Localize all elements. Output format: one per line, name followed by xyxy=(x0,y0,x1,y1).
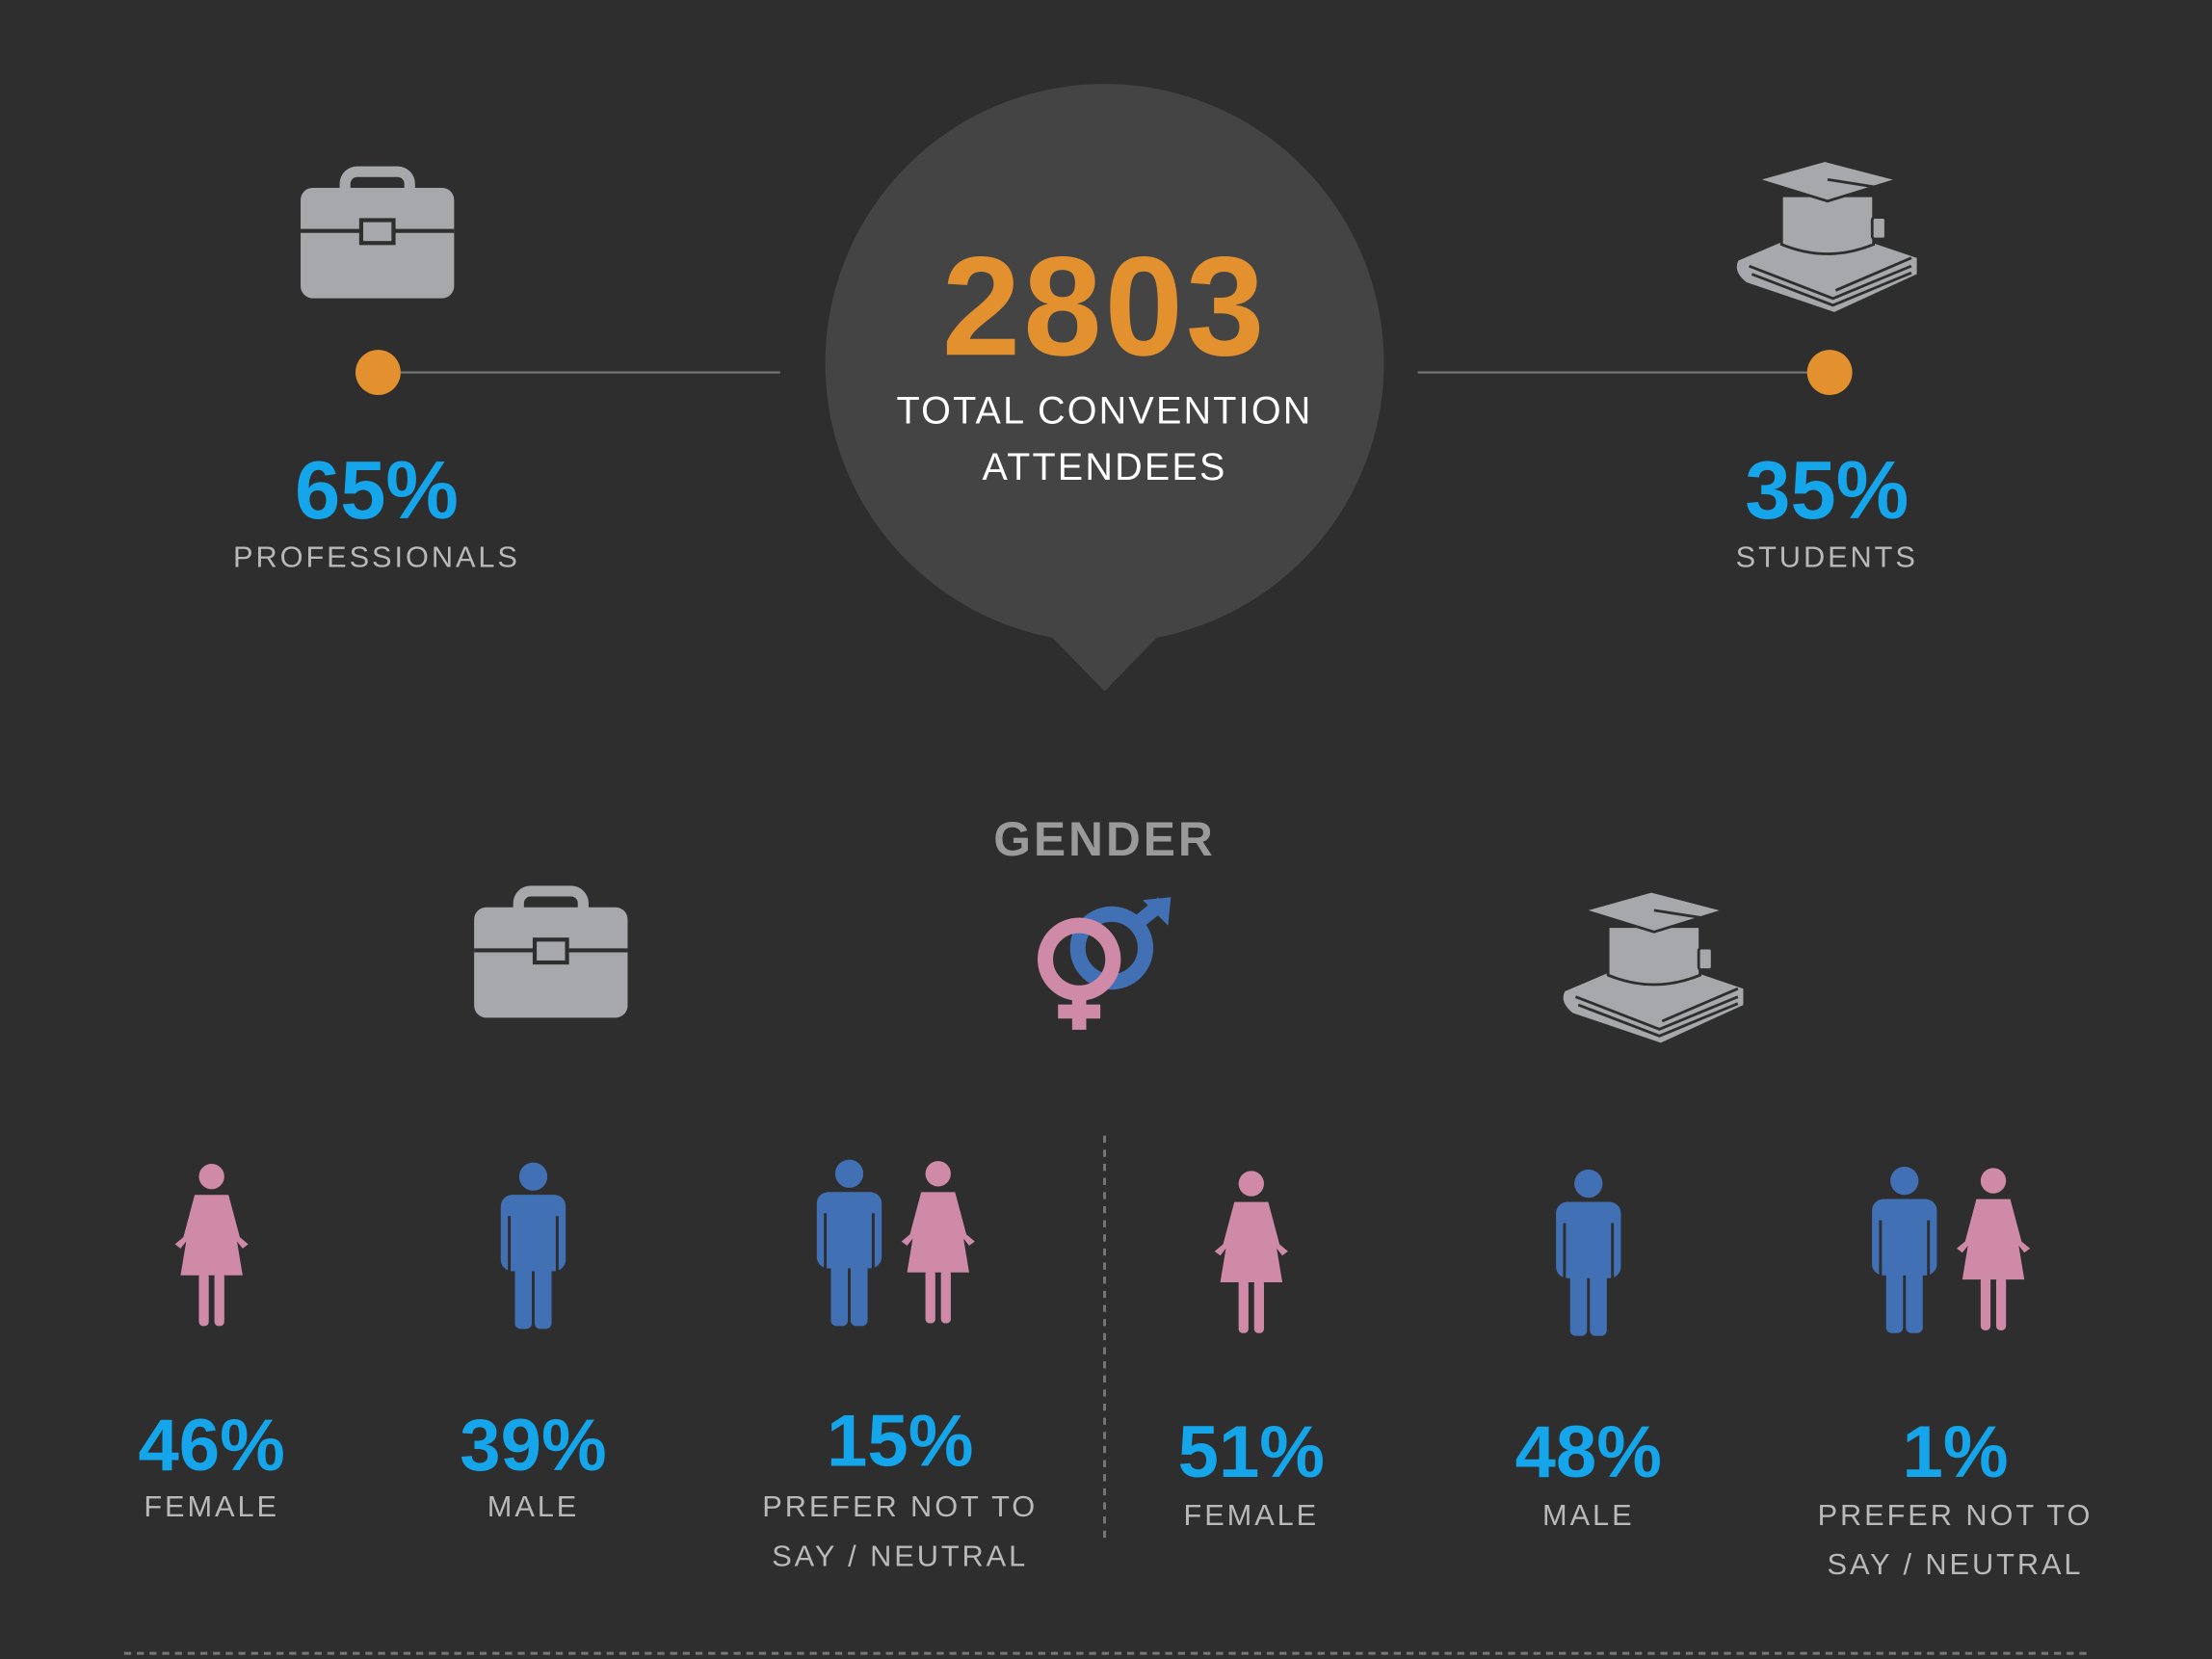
dot xyxy=(1806,350,1853,396)
male-figure xyxy=(1870,1165,1938,1335)
label: PREFER NOT TO SAY / NEUTRAL xyxy=(1817,1499,2094,1582)
bubble xyxy=(825,84,1384,692)
total-label: TOTAL CONVENTION ATTENDEES xyxy=(896,389,1313,488)
total-value: 2803 xyxy=(941,227,1268,386)
percent: 46% xyxy=(138,1405,285,1488)
section-title: GENDER xyxy=(993,813,1216,867)
female-figure xyxy=(1214,1171,1288,1333)
briefcase-icon xyxy=(474,891,627,1017)
briefcase-icon xyxy=(301,171,454,298)
male-figure xyxy=(1554,1168,1622,1338)
percent: 1% xyxy=(1902,1411,2009,1494)
percent: 48% xyxy=(1514,1411,1662,1494)
label: MALE xyxy=(487,1490,580,1524)
percent: 65% xyxy=(294,444,459,538)
gender-icon xyxy=(1037,897,1172,1030)
dot xyxy=(355,350,401,396)
female-figure xyxy=(174,1164,249,1327)
percent: 15% xyxy=(827,1401,974,1483)
label: PROFESSIONALS xyxy=(233,541,520,574)
percent: 39% xyxy=(460,1405,607,1488)
percent: 35% xyxy=(1745,444,1909,538)
label: MALE xyxy=(1542,1499,1635,1533)
female-figure xyxy=(901,1161,975,1324)
female-figure xyxy=(1956,1168,2031,1330)
male-figure xyxy=(499,1161,567,1330)
percent: 51% xyxy=(1177,1411,1326,1494)
label: PREFER NOT TO SAY / NEUTRAL xyxy=(762,1490,1039,1573)
label: STUDENTS xyxy=(1735,541,1918,574)
label: FEMALE xyxy=(144,1490,279,1524)
graduate-icon xyxy=(1735,159,1919,314)
label: FEMALE xyxy=(1183,1499,1320,1533)
male-figure xyxy=(815,1158,883,1328)
graduate-icon xyxy=(1562,889,1745,1044)
